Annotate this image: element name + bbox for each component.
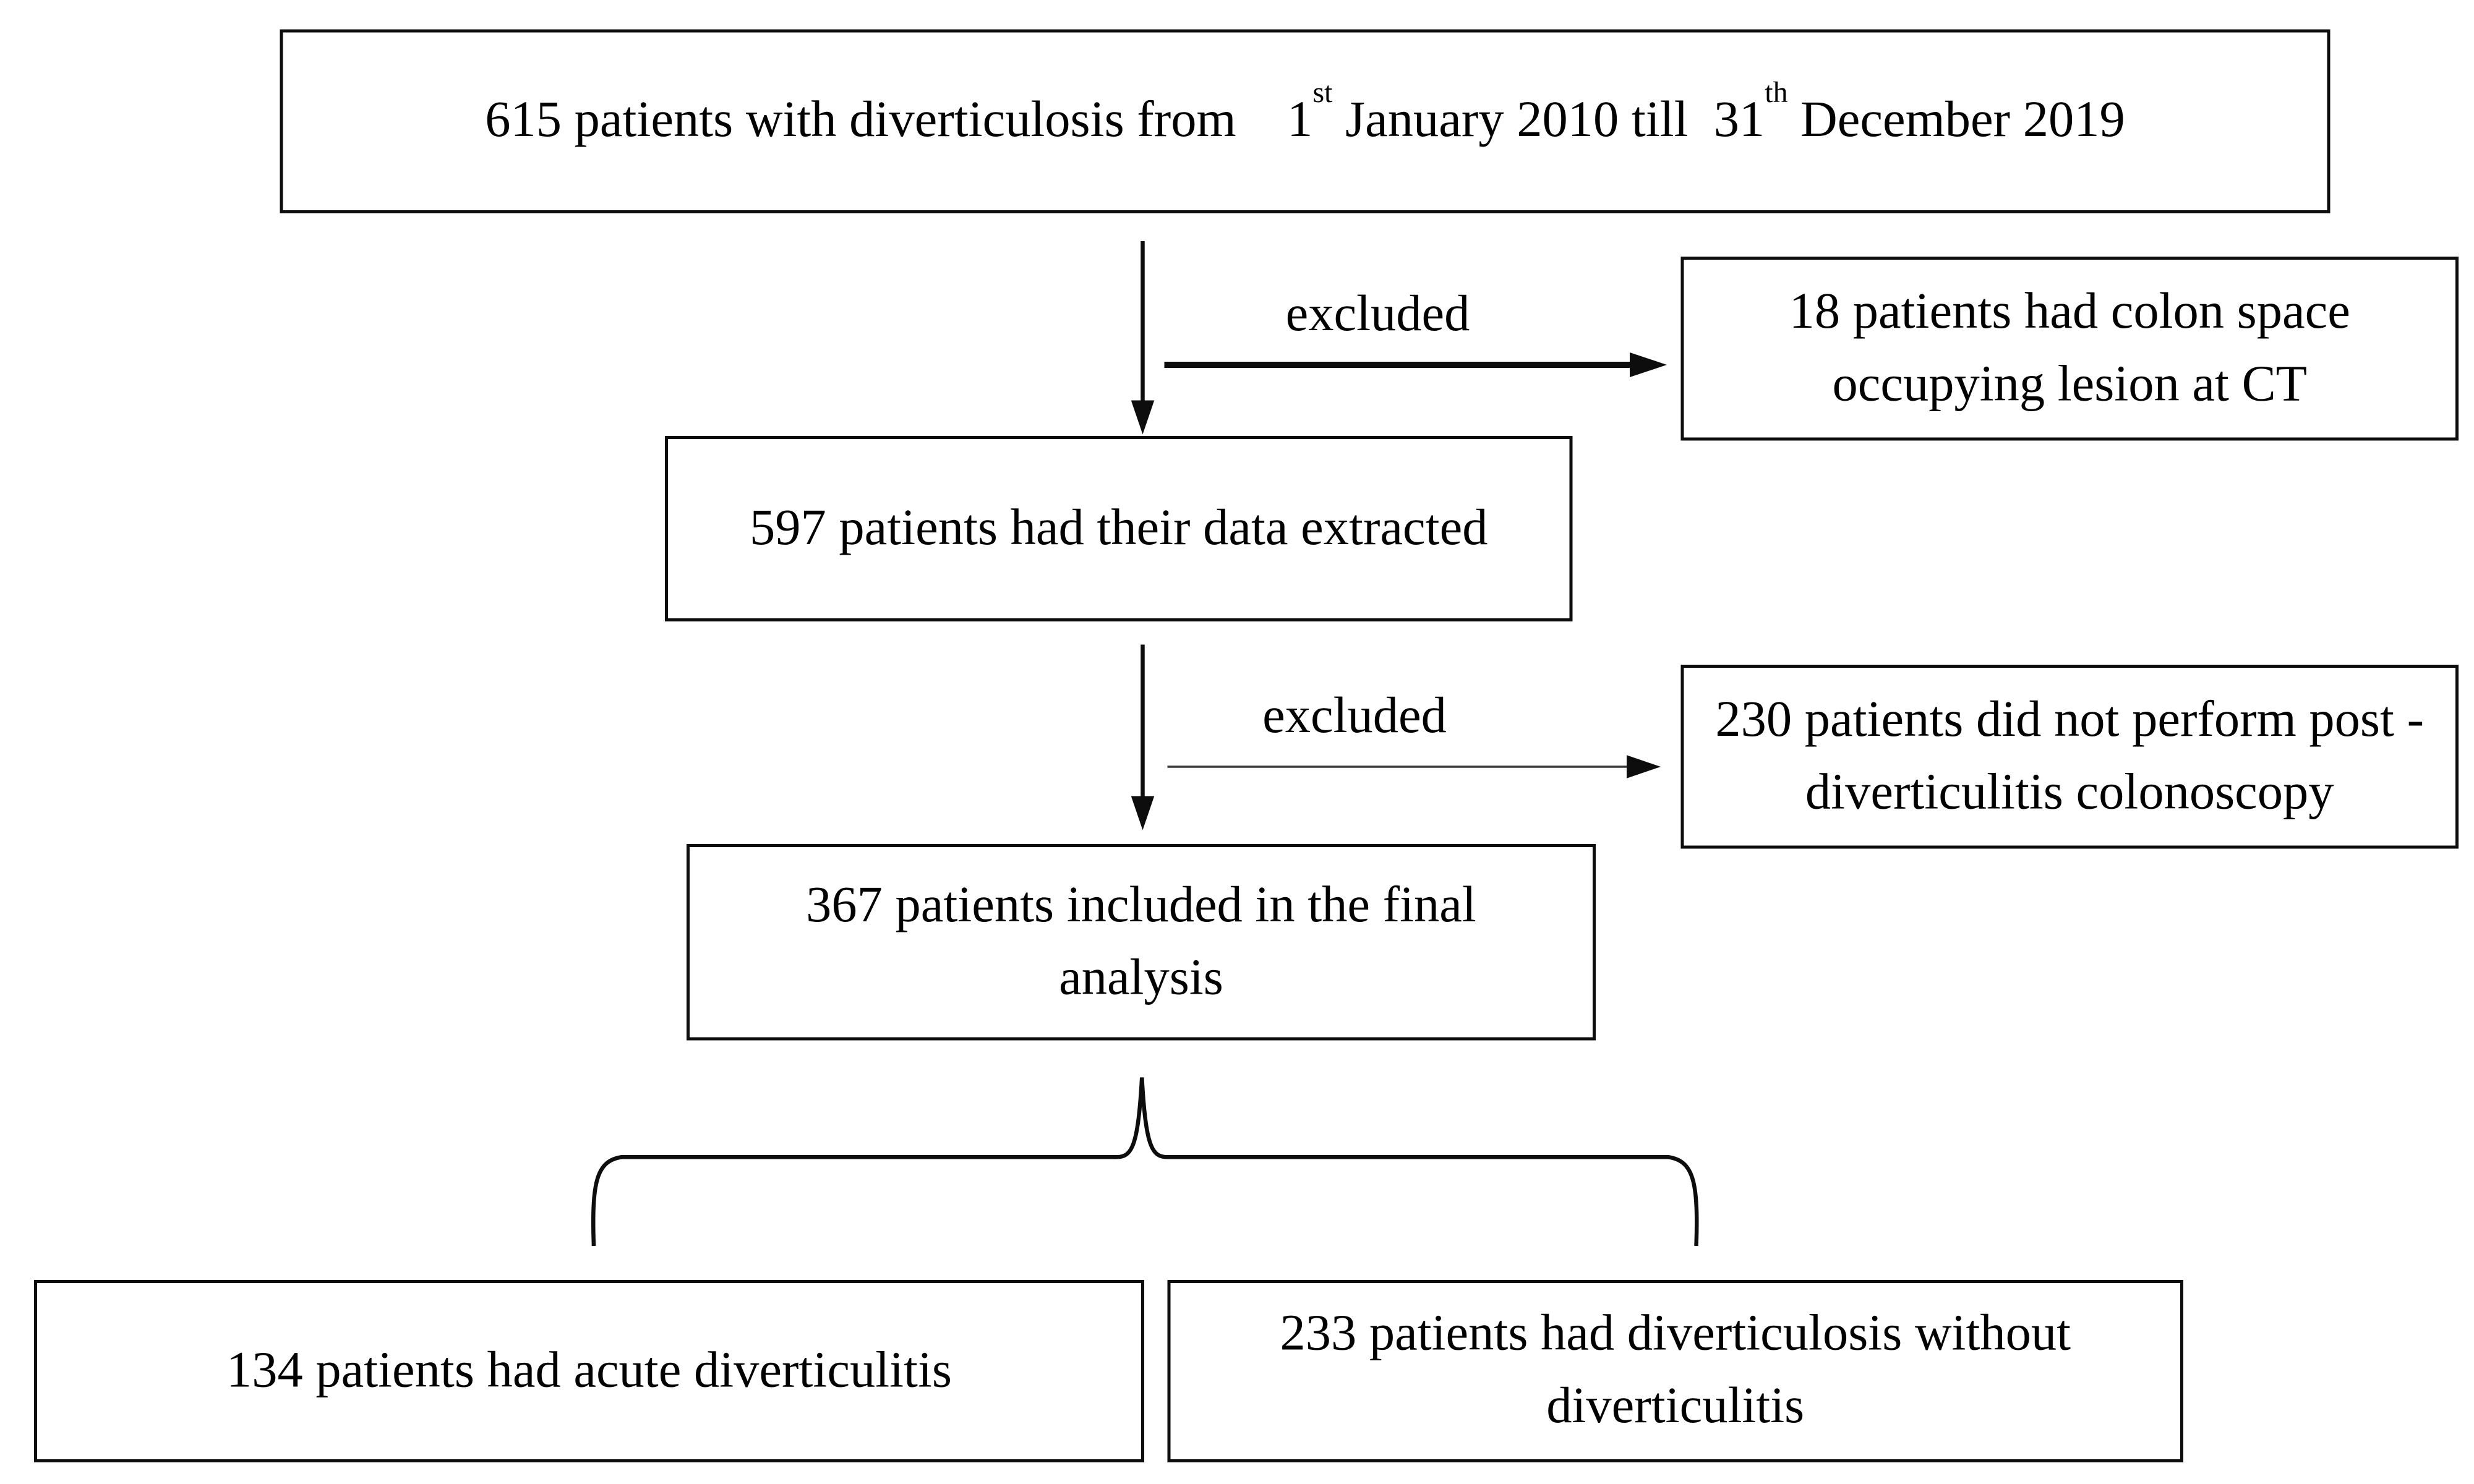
arrow-right-1-head-icon bbox=[1630, 352, 1667, 377]
acute-diverticulitis-text: 134 patients had acute diverticulitis bbox=[226, 1342, 952, 1399]
without-diverticulitis-line-2: diverticulitis bbox=[1546, 1379, 1805, 1435]
final-analysis-line-1: 367 patients included in the final bbox=[806, 877, 1476, 934]
cohort-text-part: December 2019 bbox=[1787, 93, 2125, 149]
arrow-down-1-head-icon bbox=[1131, 400, 1155, 435]
box-excluded-no-colonoscopy: 230 patients did not perform post - dive… bbox=[1680, 665, 2459, 849]
cohort-text-part: January 2010 till 31 bbox=[1332, 93, 1765, 149]
without-diverticulitis-line-1: 233 patients had diverticulosis without bbox=[1280, 1306, 2071, 1362]
box-diverticulosis-without-diverticulitis: 233 patients had diverticulosis without … bbox=[1167, 1280, 2183, 1462]
ordinal-st: st bbox=[1312, 77, 1333, 110]
final-analysis-line-2: analysis bbox=[1059, 950, 1223, 1006]
excluded-label-1: excluded bbox=[1285, 286, 1470, 343]
excluded-colon-lesion-line-2: occupying lesion at CT bbox=[1832, 356, 2308, 412]
excluded-no-colonoscopy-line-2: diverticulitis colonoscopy bbox=[1805, 764, 2334, 821]
box-acute-diverticulitis: 134 patients had acute diverticulitis bbox=[34, 1280, 1144, 1462]
brace-split-icon bbox=[591, 1077, 1699, 1247]
ordinal-th: th bbox=[1765, 77, 1788, 110]
excluded-colon-lesion-line-1: 18 patients had colon space bbox=[1789, 284, 2350, 340]
box-diverticulosis-cohort: 615 patients with diverticulosis from 1s… bbox=[280, 29, 2331, 213]
excluded-label-2: excluded bbox=[1262, 688, 1447, 744]
box-final-analysis: 367 patients included in the final analy… bbox=[687, 844, 1596, 1041]
arrow-down-2-head-icon bbox=[1131, 796, 1155, 830]
cohort-text-part: 615 patients with diverticulosis from 1 bbox=[485, 93, 1313, 149]
box-excluded-colon-lesion: 18 patients had colon space occupying le… bbox=[1680, 257, 2459, 441]
data-extracted-text: 597 patients had their data extracted bbox=[749, 500, 1488, 556]
box-data-extracted: 597 patients had their data extracted bbox=[665, 436, 1573, 621]
box-diverticulosis-cohort-text: 615 patients with diverticulosis from 1s… bbox=[485, 79, 2125, 158]
arrow-right-2-head-icon bbox=[1627, 755, 1661, 778]
excluded-no-colonoscopy-line-1: 230 patients did not perform post - bbox=[1715, 692, 2425, 748]
